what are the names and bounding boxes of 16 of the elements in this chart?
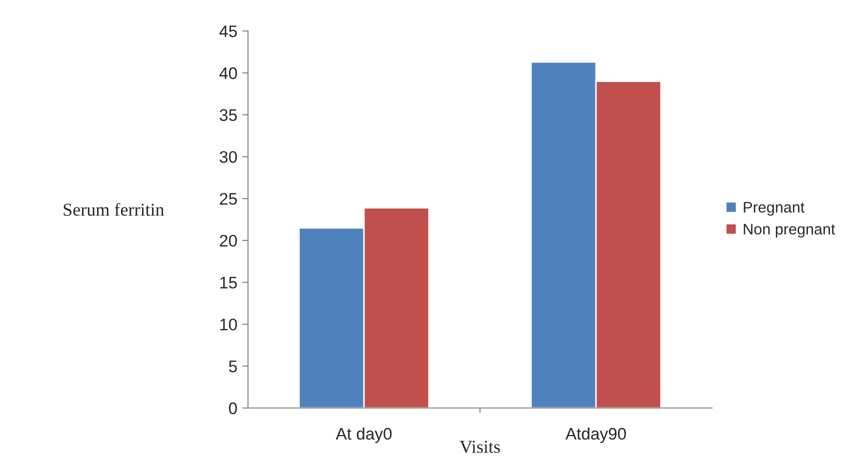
x-tick-label: Atday90 [565, 427, 626, 443]
y-tick-label: 30 [220, 151, 237, 163]
y-tick-label: 25 [220, 192, 237, 205]
x-tick-label: At day0 [336, 427, 392, 443]
y-tick-label: 35 [220, 109, 237, 121]
y-axis-title: Serum ferritin [64, 202, 164, 216]
y-tick-label: 10 [220, 318, 237, 330]
y-tick-label: 40 [219, 67, 237, 80]
y-tick-label: 5 [228, 360, 237, 372]
legend-label: Non pregnant [744, 224, 836, 238]
y-tick-label: 15 [220, 276, 237, 289]
y-tick-label: 0 [228, 402, 237, 414]
legend-label: Pregnant [744, 202, 805, 216]
y-tick-label: 20 [220, 234, 237, 247]
x-axis-title: Visits [460, 440, 500, 454]
y-tick-label: 45 [219, 26, 237, 38]
